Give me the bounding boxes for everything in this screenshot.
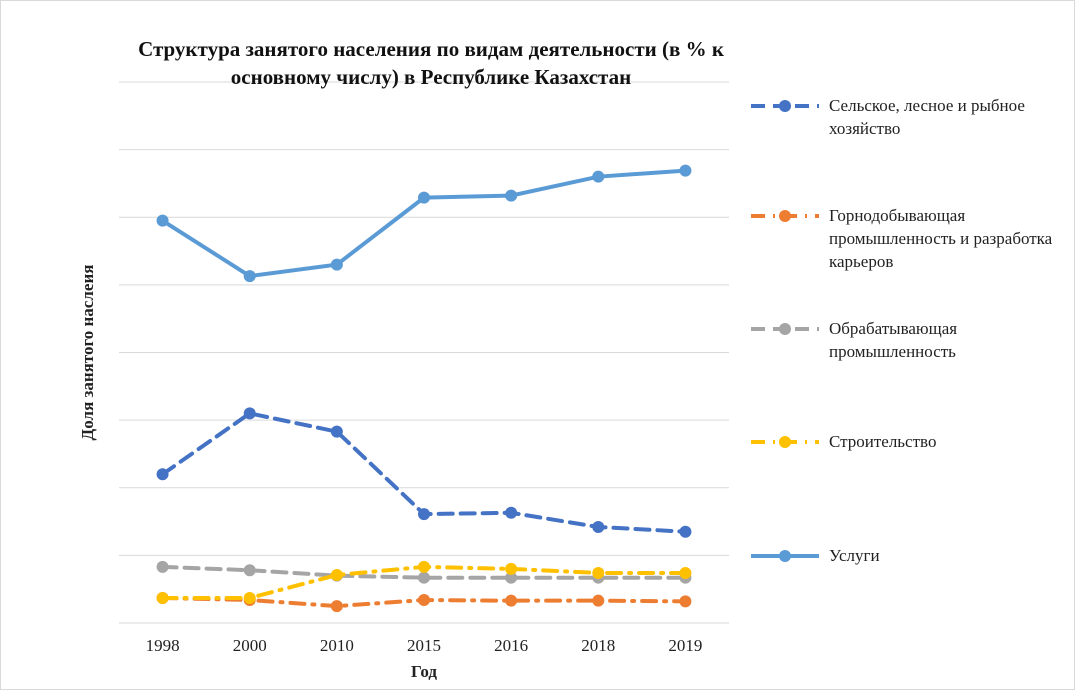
point: [330, 568, 343, 581]
point: [592, 520, 605, 533]
x-tick-label: 2010: [320, 636, 354, 655]
x-tick-label: 2016: [494, 636, 528, 655]
legend-marker: [779, 210, 791, 222]
x-tick-label: 2019: [668, 636, 702, 655]
point: [505, 594, 518, 607]
chart-title: Структура занятого населения по видам де…: [138, 37, 724, 89]
point: [156, 591, 169, 604]
point: [418, 508, 430, 521]
point: [679, 566, 692, 579]
x-tick-label: 2018: [581, 636, 615, 655]
y-axis-label: Доля занятого наслеия: [78, 265, 97, 441]
point: [243, 407, 256, 420]
series-line: [160, 168, 688, 279]
point: [156, 468, 169, 481]
point: [592, 566, 605, 579]
point: [418, 191, 430, 204]
legend-label: Обрабатывающая промышленность: [829, 319, 958, 361]
point: [330, 258, 343, 271]
legend-label: Услуги: [829, 546, 880, 565]
point: [592, 170, 605, 183]
point: [505, 189, 518, 202]
point: [679, 595, 692, 608]
point: [156, 560, 169, 573]
point: [505, 506, 518, 519]
point: [418, 571, 430, 584]
point: [243, 270, 256, 283]
point: [156, 214, 169, 227]
x-tick-label: 2015: [407, 636, 441, 655]
legend-marker: [779, 323, 791, 335]
x-tick-label: 1998: [146, 636, 180, 655]
point: [243, 564, 256, 577]
point: [330, 600, 343, 613]
legend-label: Сельское, лесное и рыбное хозяйство: [829, 96, 1025, 138]
legend-marker: [779, 436, 791, 448]
point: [592, 594, 605, 607]
x-axis-label: Год: [411, 662, 437, 681]
point: [679, 525, 692, 538]
point: [330, 425, 343, 438]
legend-marker: [779, 550, 791, 562]
point: [418, 560, 430, 573]
point: [505, 562, 518, 575]
point: [505, 571, 518, 584]
x-tick-label: 2000: [233, 636, 267, 655]
legend-marker: [779, 100, 791, 112]
legend-label: Горнодобывающая промышленность и разрабо…: [829, 206, 1053, 271]
point: [679, 164, 692, 177]
legend-label: Строительство: [829, 432, 937, 451]
point: [418, 594, 430, 607]
point: [243, 591, 256, 604]
